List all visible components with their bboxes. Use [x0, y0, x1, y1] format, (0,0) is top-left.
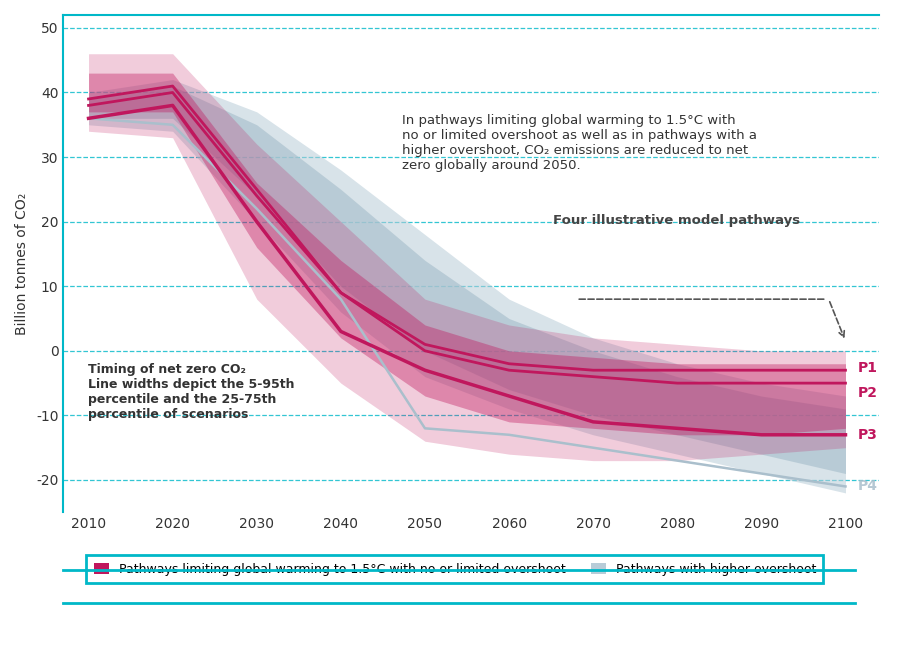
Text: P1: P1 [858, 361, 878, 375]
Legend: Pathways limiting global warming to 1.5°C with no or limited overshoot, Pathways: Pathways limiting global warming to 1.5°… [86, 555, 824, 583]
Text: P3: P3 [858, 428, 878, 442]
Text: Four illustrative model pathways: Four illustrative model pathways [553, 214, 800, 227]
Text: In pathways limiting global warming to 1.5°C with
no or limited overshoot as wel: In pathways limiting global warming to 1… [402, 115, 757, 173]
Y-axis label: Billion tonnes of CO₂: Billion tonnes of CO₂ [15, 192, 29, 335]
Text: P4: P4 [858, 480, 878, 494]
Text: P2: P2 [858, 386, 878, 400]
Text: Timing of net zero CO₂
Line widths depict the 5-95th
percentile and the 25-75th
: Timing of net zero CO₂ Line widths depic… [88, 363, 294, 421]
